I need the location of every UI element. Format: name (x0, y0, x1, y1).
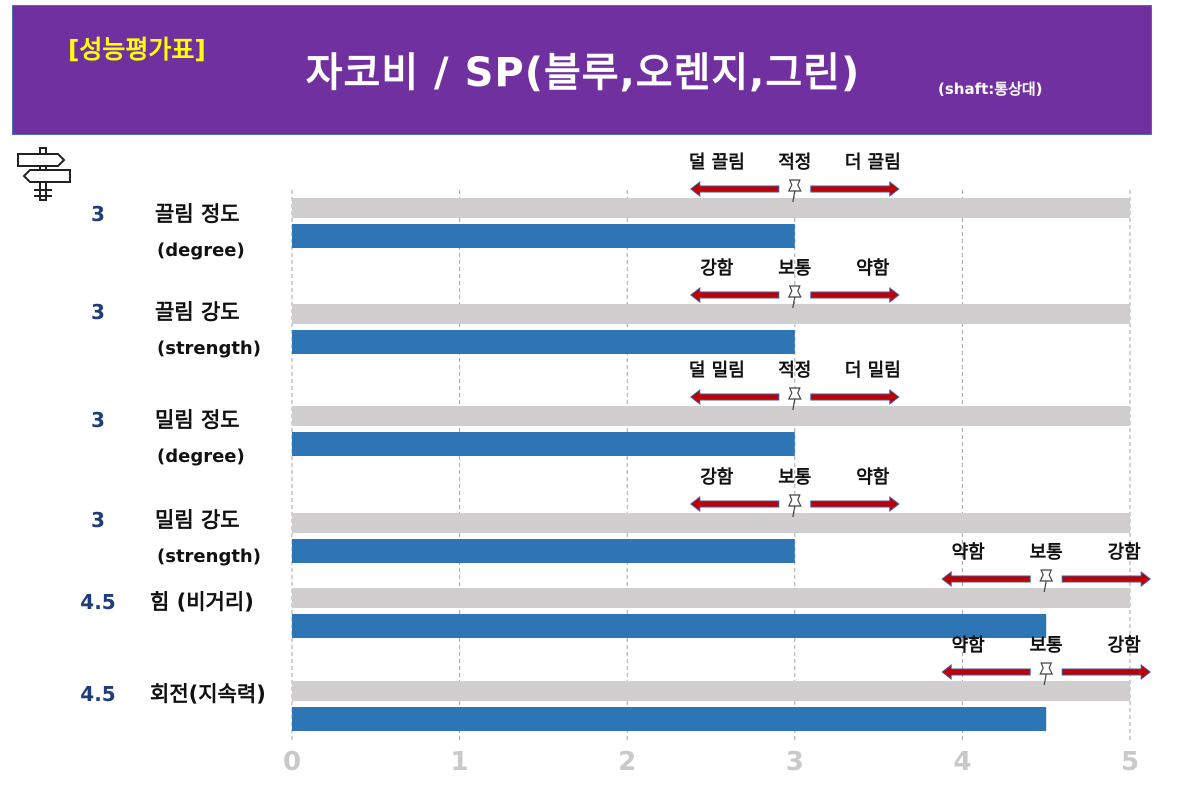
scale-label-right: 약함 (856, 257, 890, 279)
header-banner: [성능평가표] 자코비 / SP(블루,오렌지,그린) (shaft:통상대) (12, 5, 1152, 135)
scale-label-right: 강함 (1108, 541, 1142, 563)
scale-arrow-left (689, 495, 780, 513)
scale-label-right: 강함 (1108, 634, 1142, 656)
track-bar (292, 198, 1130, 218)
value-bar (292, 614, 1047, 638)
score-value: 4.5 (80, 590, 116, 614)
value-bar (292, 330, 795, 354)
track-bar (292, 513, 1130, 533)
category-label: 밀림 정도 (155, 408, 240, 432)
signpost-icon (17, 147, 71, 201)
pushpin-icon (1039, 569, 1054, 593)
value-bar (292, 539, 795, 563)
x-tick-label: 1 (451, 747, 469, 777)
scale-arrow-right (1061, 663, 1152, 681)
scale-label-right: 더 끌림 (845, 152, 901, 173)
scale-arrow-left (941, 570, 1031, 588)
category-sublabel: (strength) (157, 338, 261, 359)
score-value: 3 (91, 202, 105, 226)
x-tick-label: 5 (1121, 747, 1139, 777)
category-label: 끌림 강도 (155, 300, 240, 324)
category-label: 힘 (비거리) (150, 590, 254, 614)
scale-arrow-left (689, 286, 780, 304)
category-label: 끌림 정도 (155, 202, 240, 226)
scale-label-mid: 보통 (1030, 542, 1063, 563)
scale-arrow-left (689, 180, 780, 198)
scale-label-mid: 적정 (778, 152, 811, 173)
track-bar (292, 304, 1130, 324)
scale-label-left: 약함 (952, 634, 986, 656)
category-sublabel: (degree) (157, 446, 245, 467)
x-tick-label: 2 (618, 747, 636, 777)
scale-label-right: 약함 (856, 466, 890, 488)
scale-label-mid: 보통 (778, 258, 811, 279)
evaluation-badge: [성능평가표] (68, 35, 206, 64)
pushpin-icon (787, 285, 802, 309)
scale-arrow-left (941, 663, 1031, 681)
pushpin-icon (787, 179, 802, 203)
pushpin-icon (787, 387, 802, 411)
scale-label-mid: 적정 (778, 360, 811, 381)
x-tick-label: 4 (953, 747, 971, 777)
score-value: 4.5 (80, 682, 116, 706)
category-label: 회전(지속력) (150, 682, 266, 706)
track-bar (292, 406, 1130, 426)
shaft-subtitle: (shaft:통상대) (938, 80, 1043, 98)
scale-arrow-right (810, 388, 900, 406)
page-title: 자코비 / SP(블루,오렌지,그린) (305, 50, 861, 96)
scale-label-left: 덜 끌림 (689, 152, 745, 173)
pushpin-icon (1039, 662, 1054, 686)
score-value: 3 (91, 508, 105, 532)
scale-arrow-right (810, 495, 900, 513)
scale-label-left: 덜 밀림 (689, 360, 745, 381)
scale-arrow-right (810, 286, 900, 304)
x-tick-label: 3 (786, 747, 804, 777)
value-bar (292, 432, 795, 456)
value-bar (292, 707, 1047, 731)
value-bar (292, 224, 795, 248)
score-value: 3 (91, 300, 105, 324)
score-value: 3 (91, 408, 105, 432)
track-bar (292, 681, 1130, 701)
scale-label-mid: 보통 (778, 467, 811, 488)
pushpin-icon (787, 494, 802, 518)
category-sublabel: (strength) (157, 546, 261, 567)
scale-arrow-left (689, 388, 780, 406)
track-bar (292, 588, 1130, 608)
scale-label-mid: 보통 (1030, 635, 1063, 656)
category-sublabel: (degree) (157, 240, 245, 261)
x-tick-label: 0 (283, 747, 301, 777)
scale-label-right: 더 밀림 (845, 360, 901, 381)
scale-arrow-right (1061, 570, 1152, 588)
category-label: 밀림 강도 (155, 508, 240, 532)
scale-label-left: 강함 (700, 466, 734, 488)
scale-label-left: 강함 (700, 257, 734, 279)
scale-arrow-right (810, 180, 900, 198)
scale-label-left: 약함 (952, 541, 986, 563)
